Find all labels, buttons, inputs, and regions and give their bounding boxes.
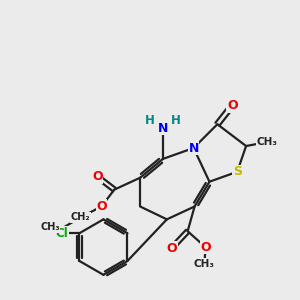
Text: CH₂: CH₂ [71,212,91,222]
Text: CH₃: CH₃ [40,222,60,232]
Text: S: S [233,165,242,178]
Text: H: H [171,114,181,127]
Text: CH₃: CH₃ [256,137,278,147]
Text: N: N [188,142,199,154]
Text: H: H [145,114,155,127]
Text: O: O [92,170,103,183]
Text: Cl: Cl [55,227,68,240]
Text: CH₃: CH₃ [194,259,215,269]
Text: O: O [200,241,211,254]
Text: N: N [158,122,168,135]
Text: O: O [227,99,238,112]
Text: O: O [96,200,107,213]
Text: O: O [167,242,177,255]
